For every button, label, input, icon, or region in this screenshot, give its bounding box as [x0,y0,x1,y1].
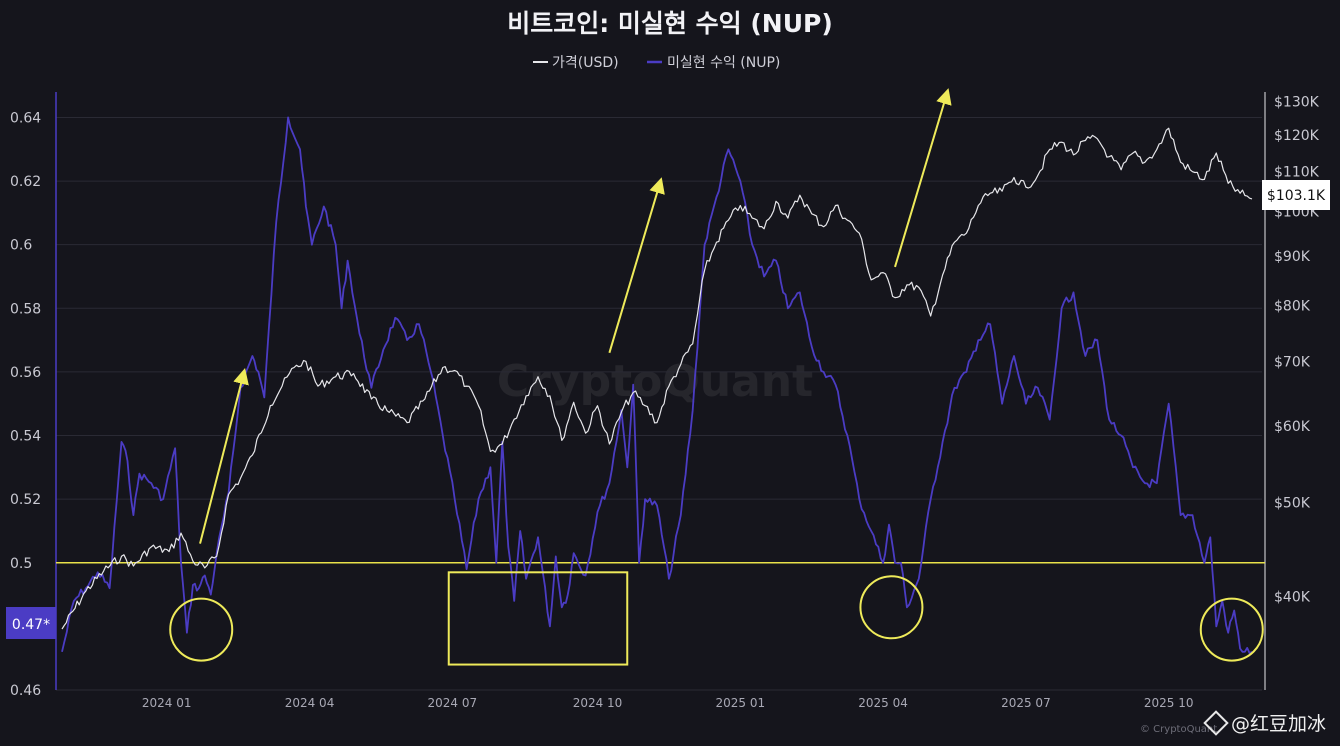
right-current-badge: $103.1K [1262,180,1330,210]
right-tick-label: $120K [1274,128,1320,144]
annotations [169,88,1264,666]
highlight-circle [1199,597,1264,662]
x-axis-ticks: 2024 01 2024 04 2024 07 2024 10 2025 01 2025 … [142,696,1194,710]
right-tick-label: $50K [1274,496,1311,512]
credit: © CryptoQuant [1140,724,1217,735]
x-tick-label: 2025 10 [1144,696,1194,710]
right-tick-label: $110K [1274,165,1320,181]
trend-arrow [894,88,952,268]
left-tick-label: 0.54 [10,429,41,445]
x-tick-label: 2024 07 [428,696,478,710]
right-current-value: $103.1K [1267,188,1326,204]
left-current-badge: 0.47* [6,607,56,639]
footer-label: @红豆加冰 [1203,709,1326,736]
x-tick-label: 2025 04 [858,696,908,710]
trend-arrow [199,368,249,544]
watermark: CryptoQuant [497,356,813,407]
legend: 가격(USD) 미실현 수익 (NUP) [533,55,780,71]
left-axis-ticks: 0.64 0.62 0.6 0.58 0.56 0.54 0.52 0.5 0.46 [10,110,41,699]
x-tick-label: 2024 04 [285,696,335,710]
x-tick-label: 2024 01 [142,696,192,710]
x-tick-label: 2025 07 [1001,696,1051,710]
legend-price-label[interactable]: 가격(USD) [552,55,619,71]
legend-nup-label[interactable]: 미실현 수익 (NUP) [667,55,780,71]
left-current-badge-bg [6,607,56,639]
left-tick-label: 0.64 [10,110,41,126]
nup-series-line[interactable] [61,116,1253,655]
right-tick-label: $40K [1274,589,1311,605]
left-tick-label: 0.58 [10,301,41,317]
left-current-value: 0.47* [12,617,50,633]
right-tick-label: $130K [1274,95,1320,111]
left-tick-label: 0.52 [10,492,41,508]
left-tick-label: 0.62 [10,174,41,190]
highlight-circle [169,597,234,662]
logo-icon [1203,709,1229,736]
right-tick-label: $60K [1274,419,1311,435]
left-tick-label: 0.6 [10,238,32,254]
left-tick-label: 0.56 [10,365,41,381]
left-tick-label: 0.46 [10,683,41,699]
x-tick-label: 2024 10 [573,696,623,710]
right-tick-label: $90K [1274,249,1311,265]
right-current-badge-bg [1262,180,1330,210]
footer-label-text: @红豆加冰 [1230,713,1326,735]
chart-title: 비트코인: 미실현 수익 (NUP) [507,9,833,38]
highlight-box [447,571,629,666]
right-axis-ticks: $130K$120K$110K$100K$90K$80K$70K$60K$50K… [1274,95,1320,606]
right-tick-label: $70K [1274,354,1311,370]
highlight-circle [859,575,924,640]
right-tick-label: $80K [1274,298,1311,314]
left-tick-label: 0.5 [10,556,32,572]
trend-arrow [608,177,665,354]
x-tick-label: 2025 01 [715,696,765,710]
price-series-line[interactable] [61,127,1253,630]
